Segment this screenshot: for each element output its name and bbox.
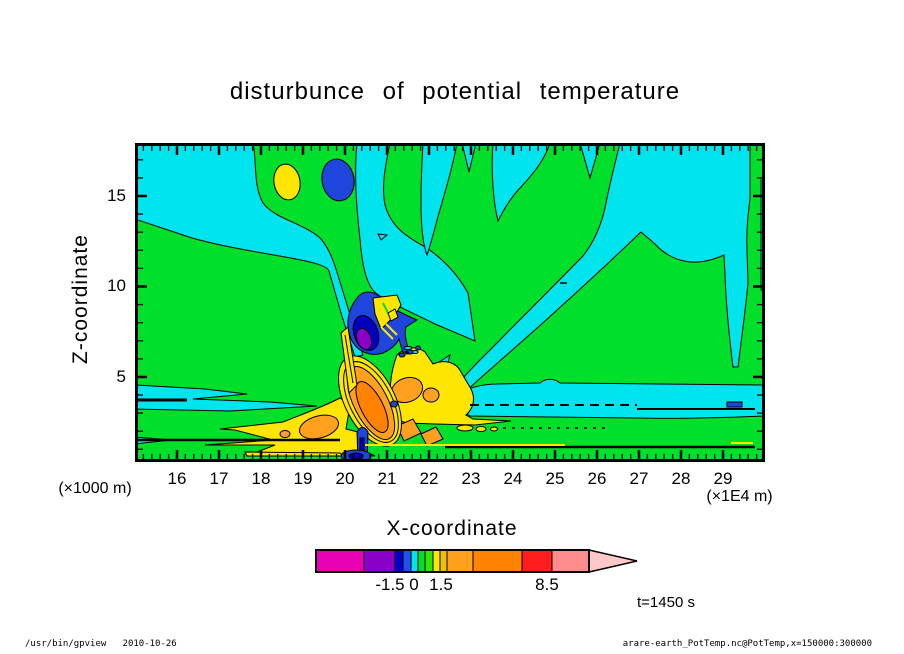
y-axis-unit: (×1000 m): [58, 480, 132, 497]
footer-file-text: arare-earth_PotTemp.nc@PotTemp,x=150000:…: [622, 639, 872, 649]
time-annotation: t=1450 s: [637, 594, 695, 611]
contour-field: [138, 146, 762, 459]
x-tick-label: 28: [671, 469, 691, 488]
contour-plot: [135, 143, 765, 462]
colorbar-tick-label: 8.5: [535, 575, 559, 594]
x-tick-label: 26: [587, 469, 607, 488]
x-tick-label: 22: [419, 469, 439, 488]
x-axis-label: X-coordinate: [386, 517, 518, 540]
colorbar: [315, 549, 638, 573]
footer-command-text: /usr/bin/gpview 2010-10-26: [25, 639, 177, 649]
x-tick-label: 17: [209, 469, 229, 488]
y-tick-label: 15: [107, 186, 126, 206]
colorbar-arrow-icon: [588, 549, 638, 573]
x-tick-label: 27: [629, 469, 649, 488]
y-tick-label: 5: [116, 366, 126, 386]
colorbar-segments: [315, 549, 590, 573]
x-tick-label: 21: [377, 469, 397, 488]
x-tick-label: 16: [167, 469, 187, 488]
x-tick-label: 20: [335, 469, 355, 488]
colorbar-tick-label: 1.5: [429, 575, 453, 594]
x-tick-label: 19: [293, 469, 313, 488]
chart-title: disturbunce of potential temperature: [229, 78, 681, 105]
colorbar-tick-label: 0: [409, 575, 419, 594]
y-axis-label: Z-coordinate: [69, 234, 92, 364]
x-tick-label: 18: [251, 469, 271, 488]
x-tick-label: 29: [713, 469, 733, 488]
x-tick-label: 23: [461, 469, 481, 488]
y-tick-label: 10: [107, 276, 126, 296]
x-tick-label: 24: [503, 469, 523, 488]
axis-ticks: [138, 146, 762, 459]
x-tick-label: 25: [545, 469, 565, 488]
plot-frame: [135, 143, 765, 462]
colorbar-frame: [315, 549, 590, 573]
colorbar-tick-label: -1.5: [375, 575, 405, 594]
x-axis-unit: (×1E4 m): [706, 488, 773, 505]
